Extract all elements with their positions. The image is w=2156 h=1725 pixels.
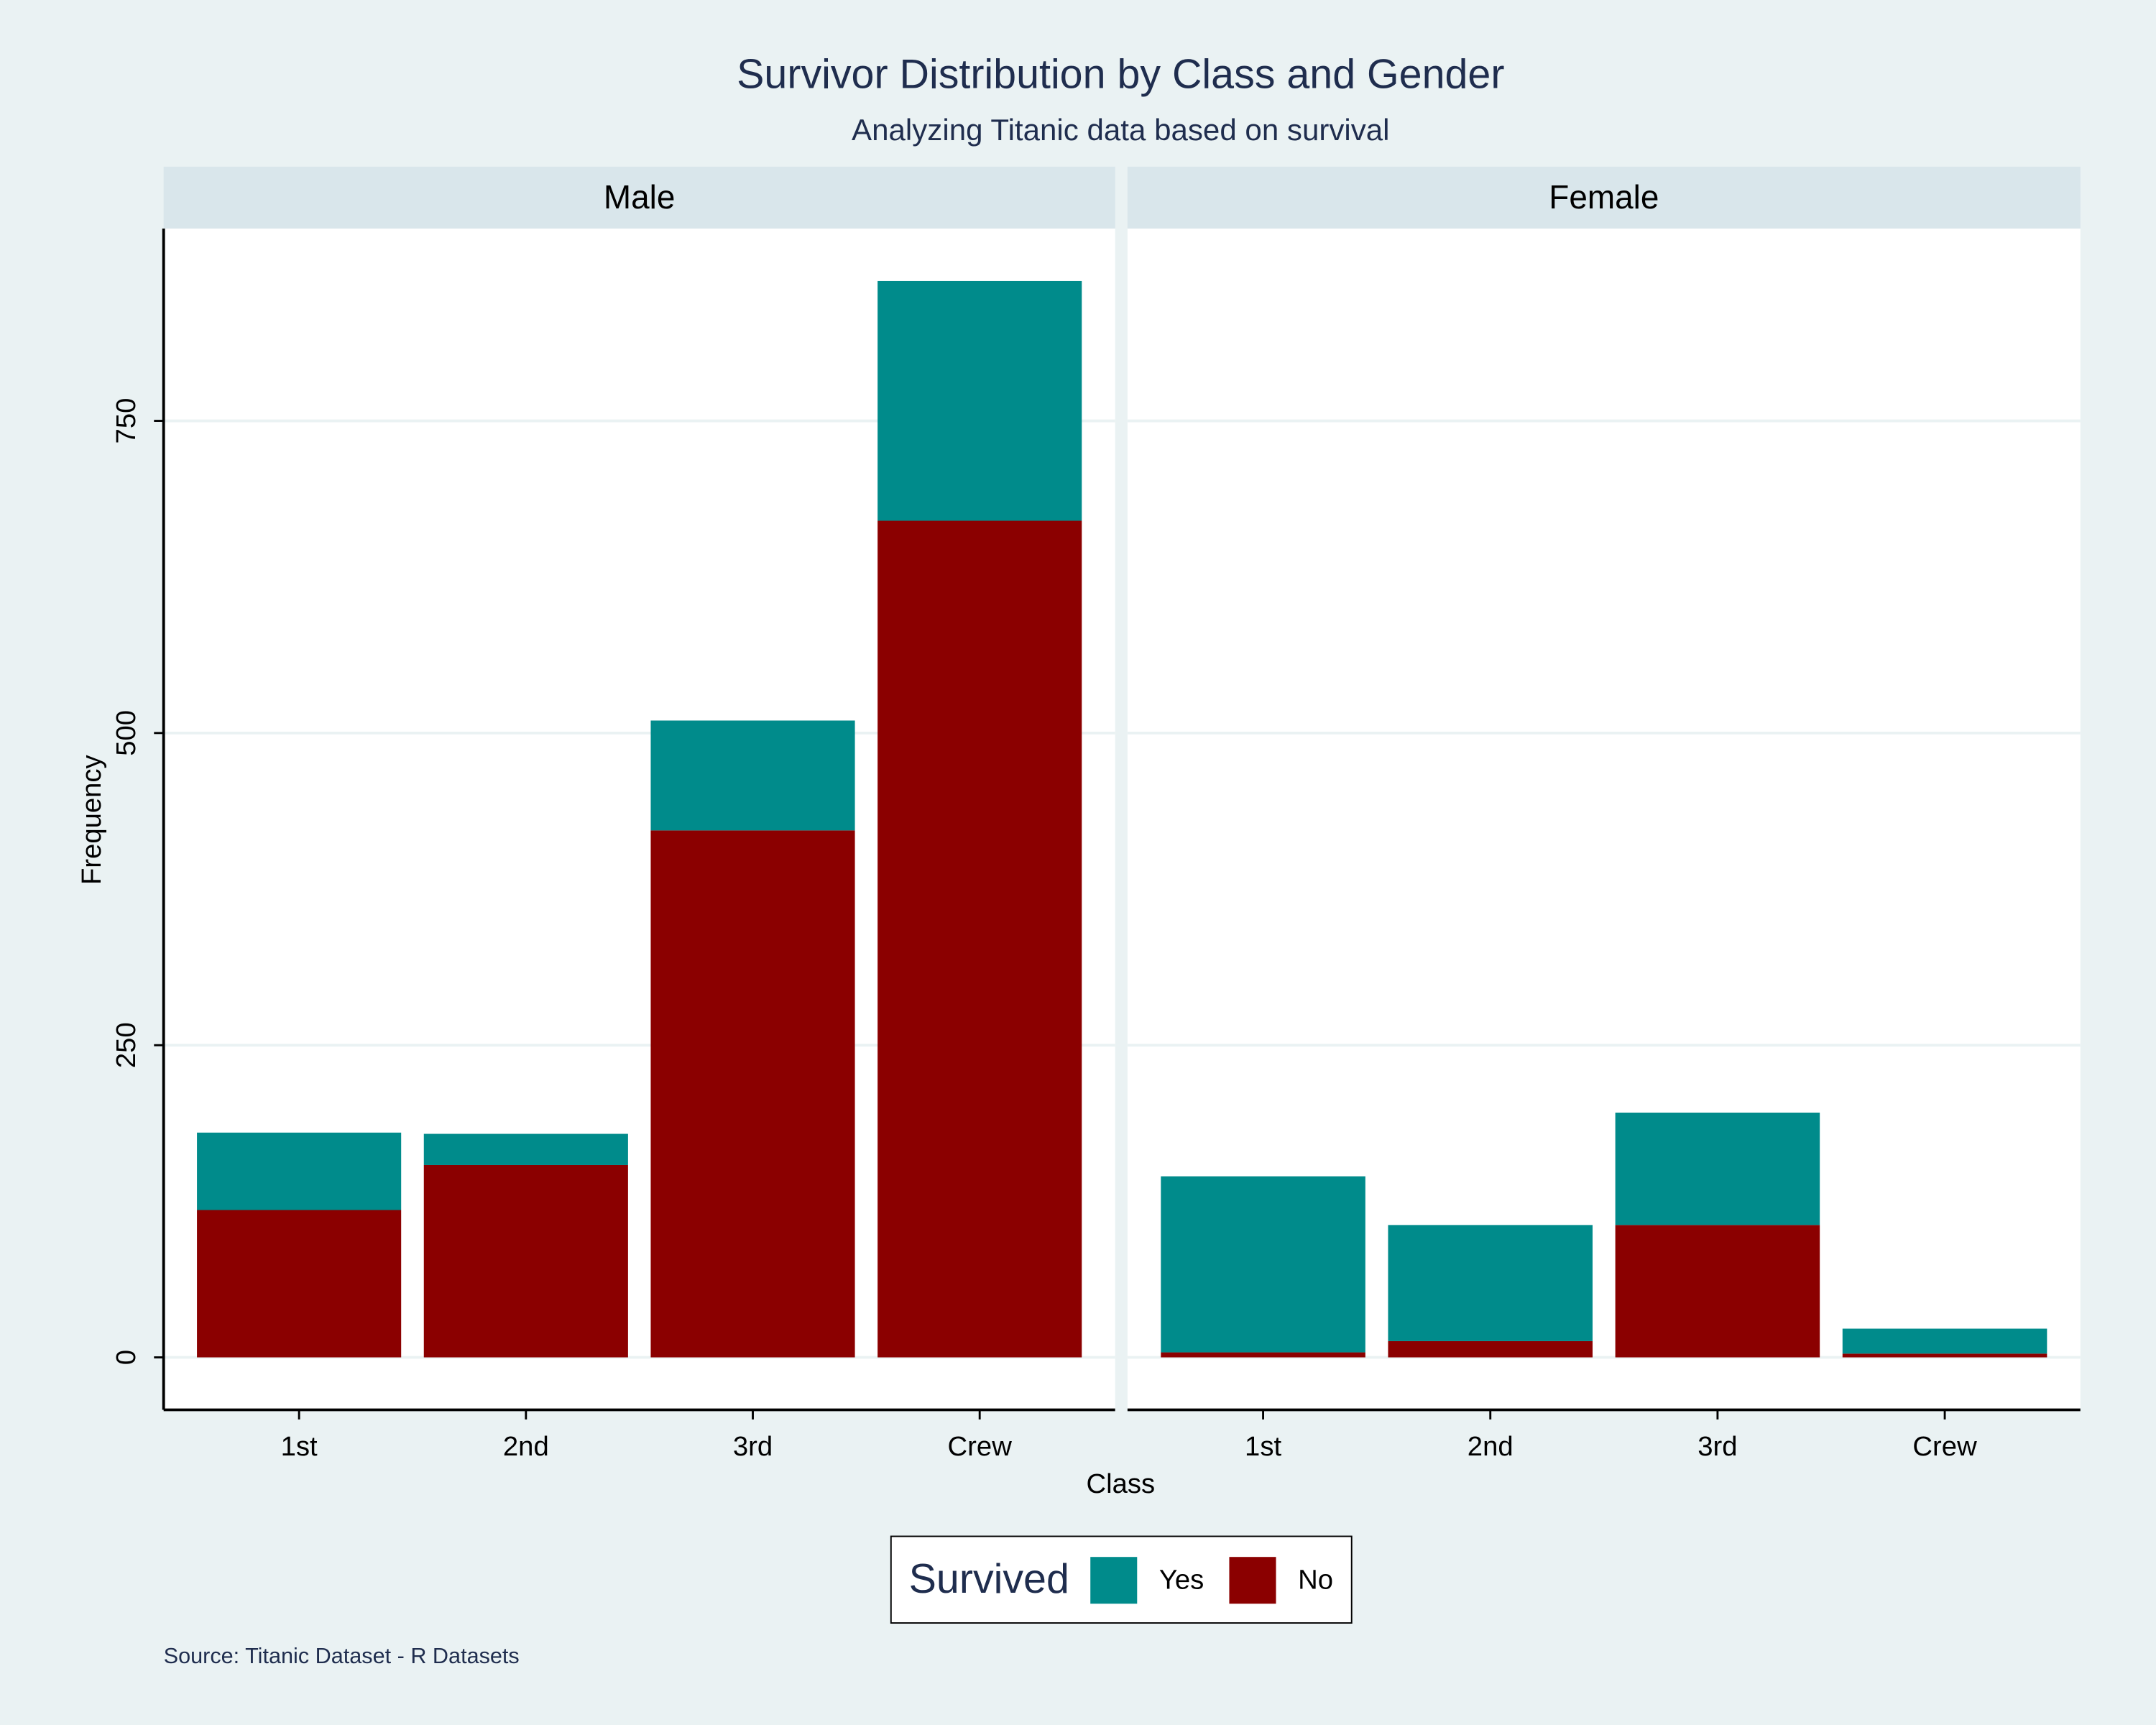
bar-segment [1842, 1353, 2047, 1358]
y-tick-label: 0 [111, 1350, 142, 1365]
legend-title: Survived [909, 1556, 1069, 1602]
x-tick-label: 3rd [1697, 1431, 1737, 1462]
y-tick-label: 500 [111, 710, 142, 756]
y-axis-label: Frequency [76, 754, 107, 885]
x-tick-label: Crew [948, 1431, 1013, 1462]
bar-segment [877, 280, 1082, 521]
bar-segment [423, 1164, 628, 1358]
x-tick-label: 1st [281, 1431, 318, 1462]
legend-swatch [1229, 1557, 1276, 1604]
legend-label: Yes [1159, 1565, 1204, 1596]
x-tick-label: 1st [1245, 1431, 1281, 1462]
chart-subtitle: Analyzing Titanic data based on survival [852, 113, 1389, 147]
bar-segment [1388, 1340, 1593, 1358]
facet-label: Female [1549, 178, 1659, 216]
bar-segment [423, 1133, 628, 1165]
legend-label: No [1298, 1565, 1333, 1596]
strip [163, 166, 1115, 229]
y-tick-label: 750 [111, 398, 142, 444]
bar-segment [1615, 1112, 1820, 1225]
y-tick-label: 250 [111, 1022, 142, 1068]
x-tick-label: 2nd [503, 1431, 549, 1462]
chart-title: Survivor Distribution by Class and Gende… [737, 52, 1504, 98]
legend-swatch [1090, 1557, 1138, 1604]
facet-label: Male [604, 178, 676, 216]
bar-segment [1842, 1328, 2047, 1354]
strip [1127, 166, 2081, 229]
bar-segment [877, 520, 1082, 1358]
bar-segment [197, 1210, 402, 1358]
bar-segment [197, 1132, 402, 1210]
x-tick-label: Crew [1912, 1431, 1977, 1462]
source-note: Source: Titanic Dataset - R Datasets [164, 1644, 520, 1668]
bar-segment [1161, 1352, 1365, 1358]
x-tick-label: 2nd [1468, 1431, 1514, 1462]
x-axis-label: Class [1086, 1468, 1155, 1499]
bar-segment [1388, 1225, 1593, 1341]
bar-segment [1161, 1176, 1365, 1353]
bar-segment [1615, 1225, 1820, 1358]
bar-segment [650, 830, 855, 1358]
x-tick-label: 3rd [733, 1431, 773, 1462]
bar-segment [650, 720, 855, 831]
